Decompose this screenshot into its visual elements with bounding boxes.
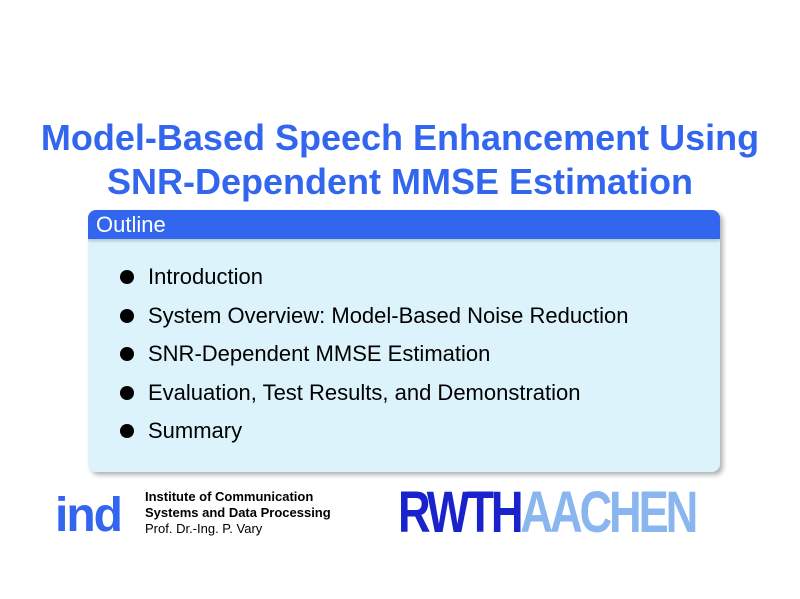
list-item: Summary <box>120 412 629 451</box>
rwth-text: RWTH <box>398 480 524 545</box>
list-item: SNR-Dependent MMSE Estimation <box>120 335 629 374</box>
aachen-text: AACHEN <box>520 480 698 545</box>
list-item: System Overview: Model-Based Noise Reduc… <box>120 297 629 336</box>
item-label: SNR-Dependent MMSE Estimation <box>148 341 491 367</box>
list-item: Evaluation, Test Results, and Demonstrat… <box>120 374 629 413</box>
outline-heading: Outline <box>88 210 720 239</box>
bullet-icon <box>120 385 134 400</box>
bullet-icon <box>120 270 134 285</box>
outline-list: Introduction System Overview: Model-Base… <box>120 258 629 451</box>
item-label: Summary <box>148 418 243 444</box>
outline-block: Outline Introduction System Overview: Mo… <box>88 210 720 472</box>
item-label: System Overview: Model-Based Noise Reduc… <box>148 302 629 328</box>
institute-line-1: Institute of Communication <box>145 489 314 504</box>
professor-name: Prof. Dr.-Ing. P. Vary <box>145 521 263 536</box>
slide-title: Model-Based Speech Enhancement Using SNR… <box>0 116 800 204</box>
title-line-1: Model-Based Speech Enhancement Using <box>40 117 760 158</box>
ind-logo: ind <box>55 488 139 542</box>
bullet-icon <box>120 308 134 323</box>
title-line-2: SNR-Dependent MMSE Estimation <box>106 161 694 202</box>
rwth-aachen-logo: RWTHAACHEN <box>398 484 698 542</box>
bullet-icon <box>120 424 134 439</box>
bullet-icon <box>120 347 134 362</box>
institute-info: Institute of Communication Systems and D… <box>145 489 331 537</box>
item-label: Evaluation, Test Results, and Demonstrat… <box>148 379 581 405</box>
list-item: Introduction <box>120 258 629 297</box>
ind-logo-text: ind <box>55 489 123 542</box>
institute-line-2: Systems and Data Processing <box>145 505 331 520</box>
item-label: Introduction <box>148 264 263 290</box>
